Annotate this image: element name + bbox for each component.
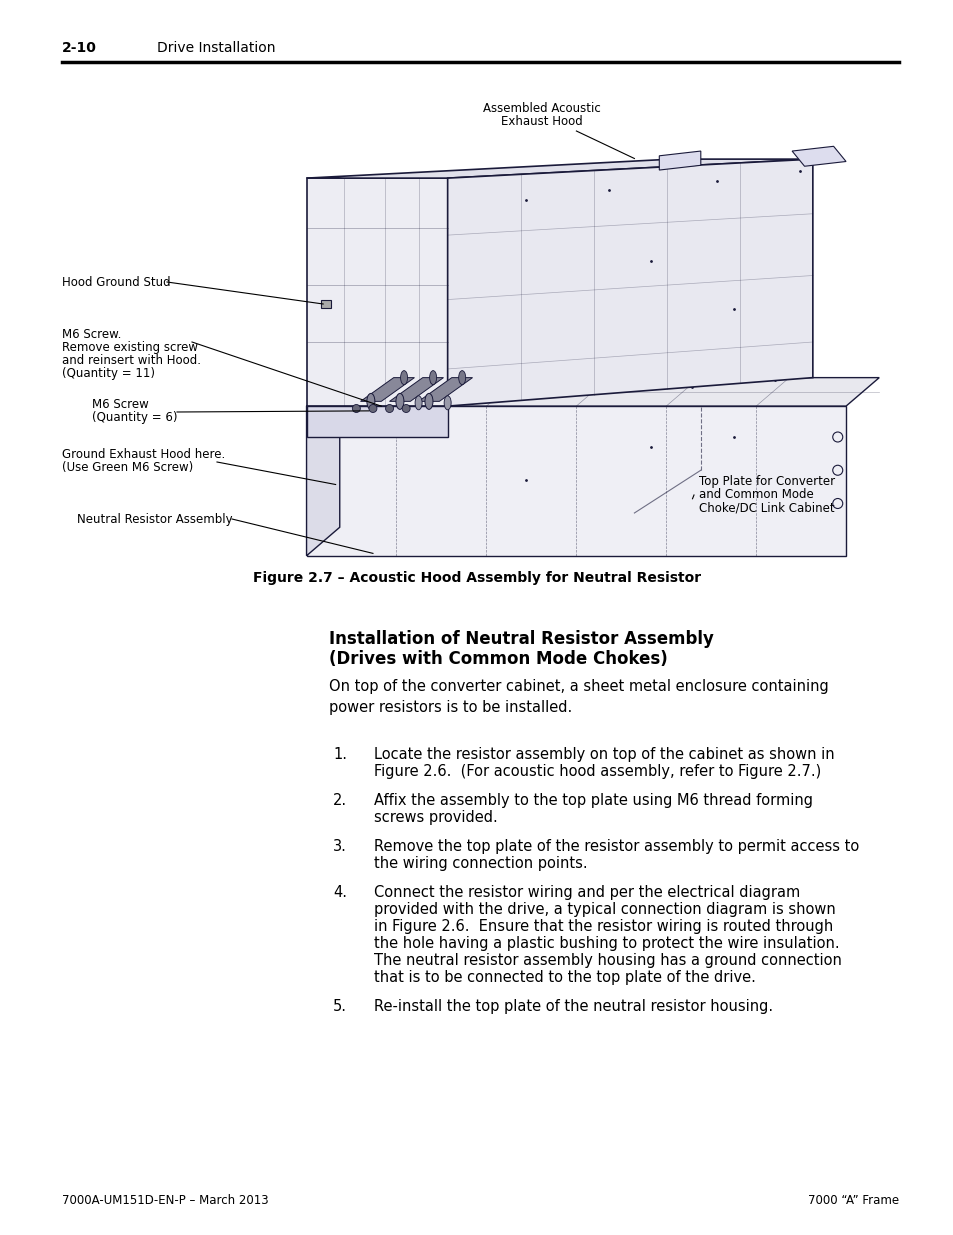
Polygon shape: [659, 151, 700, 170]
Text: Re-install the top plate of the neutral resistor housing.: Re-install the top plate of the neutral …: [374, 999, 773, 1014]
Ellipse shape: [424, 394, 433, 409]
Bar: [320, 300, 331, 308]
Circle shape: [385, 405, 394, 412]
Text: M6 Screw: M6 Screw: [91, 399, 149, 411]
Text: in Figure 2.6.  Ensure that the resistor wiring is routed through: in Figure 2.6. Ensure that the resistor …: [374, 919, 833, 934]
Ellipse shape: [367, 394, 375, 409]
Polygon shape: [418, 378, 472, 401]
Text: Exhaust Hood: Exhaust Hood: [500, 115, 581, 128]
Text: screws provided.: screws provided.: [374, 810, 497, 825]
Text: Remove the top plate of the resistor assembly to permit access to: Remove the top plate of the resistor ass…: [374, 839, 859, 853]
Polygon shape: [306, 378, 339, 556]
Text: Remove existing screw: Remove existing screw: [62, 342, 198, 354]
Text: Drive Installation: Drive Installation: [157, 41, 275, 56]
Polygon shape: [306, 378, 879, 406]
Text: (Drives with Common Mode Chokes): (Drives with Common Mode Chokes): [329, 650, 667, 668]
Ellipse shape: [444, 395, 451, 410]
Text: Affix the assembly to the top plate using M6 thread forming: Affix the assembly to the top plate usin…: [374, 793, 812, 808]
Ellipse shape: [429, 370, 436, 384]
Text: 3.: 3.: [333, 839, 347, 853]
Polygon shape: [360, 378, 414, 401]
Text: Figure 2.7 – Acoustic Hood Assembly for Neutral Resistor: Figure 2.7 – Acoustic Hood Assembly for …: [253, 571, 700, 585]
Text: provided with the drive, a typical connection diagram is shown: provided with the drive, a typical conne…: [374, 902, 835, 918]
Polygon shape: [306, 406, 845, 556]
Text: Assembled Acoustic: Assembled Acoustic: [482, 103, 599, 115]
Text: On top of the converter cabinet, a sheet metal enclosure containing
power resist: On top of the converter cabinet, a sheet…: [329, 679, 828, 715]
Text: Top Plate for Converter: Top Plate for Converter: [699, 475, 834, 489]
Text: the wiring connection points.: the wiring connection points.: [374, 856, 587, 871]
Text: Hood Ground Stud: Hood Ground Stud: [62, 275, 171, 289]
Text: (Quantity = 6): (Quantity = 6): [91, 411, 177, 425]
Ellipse shape: [415, 395, 421, 410]
Text: 7000 “A” Frame: 7000 “A” Frame: [807, 1194, 898, 1207]
Polygon shape: [306, 159, 812, 178]
Text: 2-10: 2-10: [62, 41, 97, 56]
Text: Figure 2.6.  (For acoustic hood assembly, refer to Figure 2.7.): Figure 2.6. (For acoustic hood assembly,…: [374, 764, 821, 779]
Text: (Use Green M6 Screw): (Use Green M6 Screw): [62, 462, 193, 474]
Ellipse shape: [400, 370, 407, 384]
Polygon shape: [306, 178, 447, 406]
Text: Neutral Resistor Assembly: Neutral Resistor Assembly: [77, 513, 233, 526]
Text: 7000A-UM151D-EN-P – March 2013: 7000A-UM151D-EN-P – March 2013: [62, 1194, 269, 1207]
Text: 2.: 2.: [333, 793, 347, 808]
Text: and reinsert with Hood.: and reinsert with Hood.: [62, 354, 201, 368]
Ellipse shape: [395, 394, 403, 409]
Text: the hole having a plastic bushing to protect the wire insulation.: the hole having a plastic bushing to pro…: [374, 936, 839, 951]
Polygon shape: [447, 159, 812, 406]
Text: 1.: 1.: [333, 747, 347, 762]
Text: Installation of Neutral Resistor Assembly: Installation of Neutral Resistor Assembl…: [329, 630, 713, 648]
Circle shape: [402, 405, 410, 412]
Text: and Common Mode: and Common Mode: [699, 489, 813, 501]
Circle shape: [369, 405, 376, 412]
Circle shape: [352, 405, 360, 412]
Text: M6 Screw.: M6 Screw.: [62, 329, 121, 342]
Text: Locate the resistor assembly on top of the cabinet as shown in: Locate the resistor assembly on top of t…: [374, 747, 834, 762]
Text: that is to be connected to the top plate of the drive.: that is to be connected to the top plate…: [374, 969, 755, 986]
Text: (Quantity = 11): (Quantity = 11): [62, 368, 154, 380]
Text: 5.: 5.: [333, 999, 347, 1014]
Polygon shape: [389, 378, 443, 401]
Text: 4.: 4.: [333, 885, 347, 900]
Text: Choke/DC Link Cabinet: Choke/DC Link Cabinet: [699, 501, 834, 515]
Polygon shape: [791, 146, 845, 167]
Ellipse shape: [458, 370, 465, 384]
Text: Connect the resistor wiring and per the electrical diagram: Connect the resistor wiring and per the …: [374, 885, 800, 900]
Text: The neutral resistor assembly housing has a ground connection: The neutral resistor assembly housing ha…: [374, 953, 841, 968]
Polygon shape: [306, 406, 447, 437]
Text: Ground Exhaust Hood here.: Ground Exhaust Hood here.: [62, 448, 225, 462]
